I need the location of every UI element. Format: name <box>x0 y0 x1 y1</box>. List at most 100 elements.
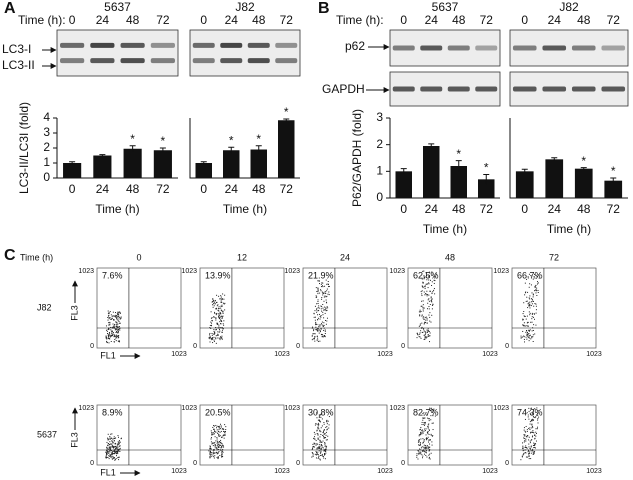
dot <box>423 447 425 449</box>
dot <box>217 443 219 445</box>
dot <box>533 408 535 410</box>
dot <box>323 327 325 329</box>
dot <box>315 324 317 326</box>
dot <box>423 275 425 277</box>
dot <box>523 302 525 304</box>
dot <box>210 452 212 454</box>
dot <box>531 413 533 415</box>
dot <box>118 328 120 330</box>
dot <box>221 304 223 306</box>
dot <box>529 455 531 457</box>
dot <box>529 314 531 316</box>
dot <box>217 322 219 324</box>
dot <box>430 321 432 323</box>
x-tick-label: 72 <box>156 182 170 196</box>
dot <box>210 437 212 439</box>
dot <box>106 338 108 340</box>
x-axis-label: Time (h) <box>95 202 139 216</box>
axis-max: 1023 <box>377 468 393 475</box>
dot <box>420 330 422 332</box>
dot <box>316 453 318 455</box>
dot <box>418 435 420 437</box>
dot <box>321 425 323 427</box>
dot <box>117 315 119 317</box>
dot <box>421 421 423 423</box>
time: 24 <box>425 13 439 27</box>
dot <box>531 336 533 338</box>
dot <box>537 426 539 428</box>
dot <box>426 322 428 324</box>
dot <box>314 424 316 426</box>
dot <box>314 443 316 445</box>
dot <box>321 297 323 299</box>
dot <box>534 437 536 439</box>
dot <box>326 309 328 311</box>
dot <box>117 323 119 325</box>
dot <box>324 290 326 292</box>
dot <box>538 274 540 276</box>
axis-min: 0 <box>296 343 300 350</box>
blot <box>56 29 179 77</box>
dot <box>223 446 225 448</box>
dot <box>430 415 432 417</box>
dot <box>534 447 536 449</box>
dot <box>529 440 531 442</box>
dot <box>322 334 324 336</box>
dot <box>318 309 320 311</box>
dot <box>314 453 316 455</box>
dot <box>117 326 119 328</box>
dot <box>422 417 424 419</box>
dot <box>214 431 216 433</box>
dot <box>522 318 524 320</box>
dot <box>218 444 220 446</box>
dot <box>323 430 325 432</box>
dot <box>215 329 217 331</box>
dot <box>212 432 214 434</box>
dot <box>322 293 324 295</box>
dot <box>323 449 325 451</box>
dot <box>209 446 211 448</box>
dot <box>116 312 118 314</box>
dot <box>110 456 112 458</box>
dot <box>523 336 525 338</box>
dot <box>322 432 324 434</box>
dot <box>326 295 328 297</box>
dot <box>420 426 422 428</box>
dot <box>312 338 314 340</box>
dot <box>320 451 322 453</box>
dot <box>221 299 223 301</box>
dot <box>537 410 539 412</box>
dot <box>218 328 220 330</box>
dot <box>319 436 321 438</box>
dot <box>427 287 429 289</box>
dot <box>423 414 425 416</box>
axis-max: 1023 <box>482 351 498 358</box>
dot <box>424 423 426 425</box>
dot <box>320 444 322 446</box>
dot <box>223 303 225 305</box>
dot <box>326 283 328 285</box>
dot <box>527 303 529 305</box>
bar <box>574 168 593 198</box>
dot <box>324 292 326 294</box>
dot <box>117 311 119 313</box>
bar <box>278 120 295 178</box>
dot <box>108 335 110 337</box>
dot <box>427 426 429 428</box>
dot <box>312 326 314 328</box>
dot <box>315 444 317 446</box>
dot <box>116 317 118 319</box>
dot <box>210 325 212 327</box>
dot <box>327 420 329 422</box>
dot <box>323 454 325 456</box>
blot-band <box>601 45 626 51</box>
dot <box>319 331 321 333</box>
dot <box>427 328 429 330</box>
dot <box>113 326 115 328</box>
dot <box>116 319 118 321</box>
dot <box>216 323 218 325</box>
dot <box>105 451 107 453</box>
dot <box>209 452 211 454</box>
dot <box>526 278 528 280</box>
error-bar <box>455 160 462 172</box>
